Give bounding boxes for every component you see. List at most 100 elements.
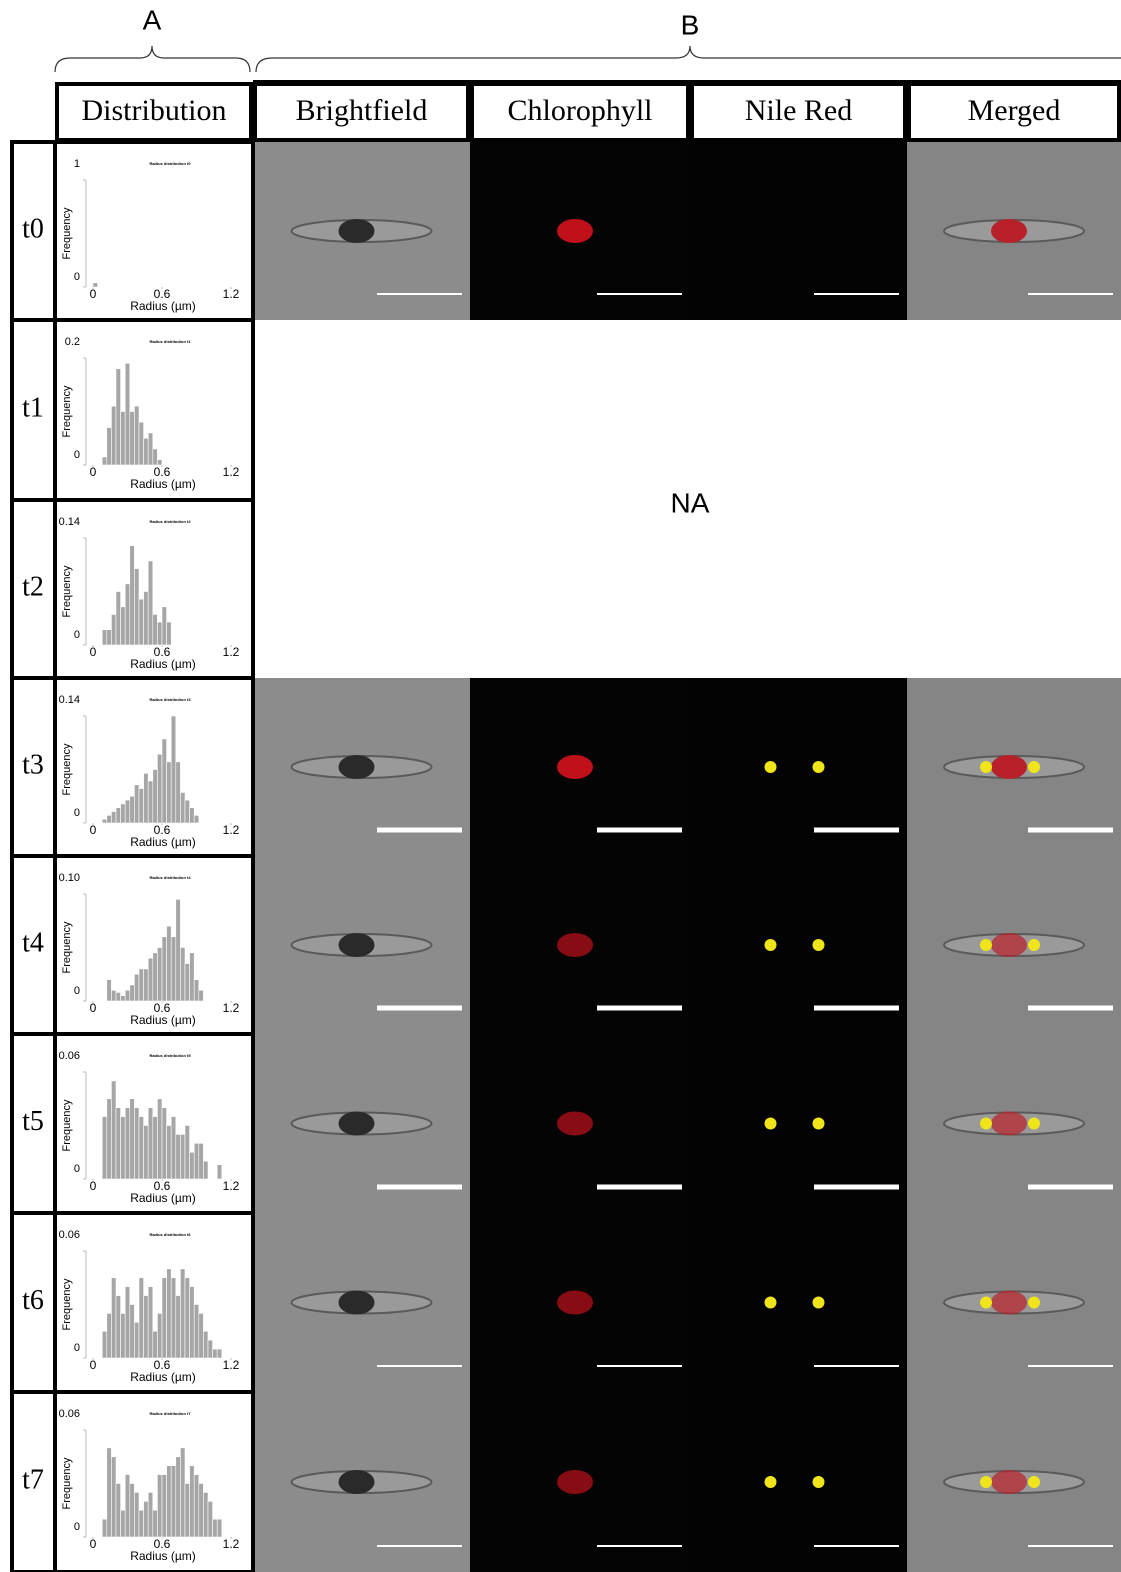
- histogram-bar: [216, 1348, 223, 1359]
- chloroplast: [338, 1470, 375, 1494]
- histogram-bar: [207, 1339, 213, 1359]
- histogram-title: Radius distribution t3: [149, 697, 191, 702]
- micrograph: [690, 1034, 907, 1213]
- histogram-bar: [120, 1313, 126, 1359]
- histogram-bar: [129, 795, 135, 824]
- histogram-bar: [115, 1295, 121, 1359]
- distribution-cell: [53, 1390, 255, 1572]
- lipid-droplet: [812, 1117, 825, 1130]
- histogram-bar: [193, 815, 200, 824]
- x-tick-label: 0: [90, 1358, 97, 1372]
- histogram-bar: [106, 1313, 112, 1359]
- row-label: t7: [22, 1464, 44, 1495]
- histogram-bar: [180, 1447, 186, 1538]
- histogram-bar: [143, 968, 149, 1002]
- histogram-bar: [189, 1465, 195, 1538]
- histogram-bar: [147, 957, 154, 1002]
- histogram-bar: [161, 936, 167, 1002]
- histogram-bar: [170, 1465, 177, 1538]
- histogram-title: Radius distribution t7: [149, 1411, 191, 1416]
- histogram-bar: [129, 984, 135, 1002]
- histogram-bar: [180, 947, 186, 1002]
- histogram-bar: [134, 1492, 140, 1538]
- distribution-cell: [53, 140, 255, 322]
- histogram-bar: [166, 761, 172, 824]
- lipid-droplet: [812, 761, 825, 773]
- row-label: t0: [22, 213, 44, 244]
- chloroplast: [338, 755, 375, 779]
- chloroplast: [338, 1290, 375, 1315]
- y-tick-label: 0: [74, 1521, 80, 1533]
- histogram-bar: [120, 606, 126, 646]
- histogram-bar: [166, 1465, 172, 1538]
- histogram-bar: [157, 947, 163, 1002]
- histogram-bar: [166, 1268, 172, 1359]
- x-tick-label: 0.6: [154, 1358, 171, 1372]
- x-tick-label: 0: [90, 1179, 97, 1193]
- histogram-bar: [175, 1134, 181, 1180]
- row-label: t1: [22, 392, 44, 423]
- histogram-bar: [157, 459, 163, 466]
- x-axis-label: Radius (µm): [130, 835, 196, 849]
- y-tick-label: 0.10: [59, 872, 80, 884]
- y-axis-label: Frequency: [61, 565, 73, 617]
- x-axis-label: Radius (µm): [130, 1191, 196, 1205]
- x-tick-label: 0: [90, 823, 97, 837]
- distribution-cell: [53, 1211, 255, 1394]
- row-label: t2: [22, 571, 44, 602]
- column-header: Merged: [968, 94, 1061, 127]
- image-layer: [253, 142, 1121, 1572]
- histogram-bar: [198, 989, 204, 1002]
- histogram-bar: [157, 1313, 163, 1359]
- x-tick-label: 0: [90, 1537, 97, 1551]
- histogram-bar: [157, 1098, 163, 1180]
- histogram-bar: [193, 1304, 200, 1359]
- distribution-cell: [53, 854, 255, 1036]
- x-tick-label: 1.2: [223, 465, 240, 479]
- histogram-bar: [106, 629, 112, 646]
- histogram-bar: [143, 1295, 149, 1359]
- histogram-bar: [106, 979, 112, 1002]
- histogram-bar: [115, 992, 121, 1002]
- histogram-bar: [152, 448, 158, 466]
- histogram-bar: [120, 1509, 126, 1538]
- histogram-bar: [170, 1116, 177, 1180]
- x-tick-label: 1.2: [223, 645, 240, 659]
- y-tick-label: 0: [74, 985, 80, 997]
- histogram-bar: [134, 1107, 140, 1180]
- histogram-bar: [175, 899, 181, 1002]
- histogram-bar: [111, 1456, 117, 1538]
- histogram-bar: [203, 1492, 209, 1538]
- histogram-bar: [189, 807, 195, 824]
- histogram-bar: [129, 411, 135, 466]
- histogram-bar: [207, 1501, 213, 1538]
- column-header: Distribution: [81, 94, 226, 127]
- header-cell: [253, 82, 470, 142]
- histogram-bar: [101, 629, 108, 646]
- histogram-bar: [166, 621, 172, 646]
- y-axis-label: Frequency: [61, 1278, 73, 1330]
- chloroplast: [557, 1290, 593, 1315]
- histogram-bar: [134, 973, 140, 1002]
- y-tick-label: 0: [74, 629, 80, 641]
- chloroplast: [991, 1290, 1027, 1315]
- column-header: Chlorophyll: [507, 94, 652, 127]
- row-label: t5: [22, 1106, 44, 1137]
- lipid-droplet: [980, 1296, 992, 1309]
- x-tick-label: 0.6: [154, 645, 171, 659]
- lipid-droplet: [980, 939, 992, 951]
- y-tick-label: 1: [74, 158, 80, 170]
- histogram-bar: [138, 598, 144, 646]
- histogram-bar: [152, 952, 158, 1002]
- micrograph: [690, 1213, 907, 1392]
- y-axis-label: Frequency: [61, 743, 73, 795]
- histogram-bar: [198, 1143, 204, 1180]
- histogram-bar: [92, 282, 98, 288]
- x-tick-label: 0.6: [154, 1001, 171, 1015]
- histogram-bar: [152, 769, 158, 824]
- x-tick-label: 1.2: [223, 1179, 240, 1193]
- histogram-bar: [161, 1277, 167, 1359]
- histogram-bar: [193, 979, 200, 1002]
- histogram-bar: [138, 788, 144, 824]
